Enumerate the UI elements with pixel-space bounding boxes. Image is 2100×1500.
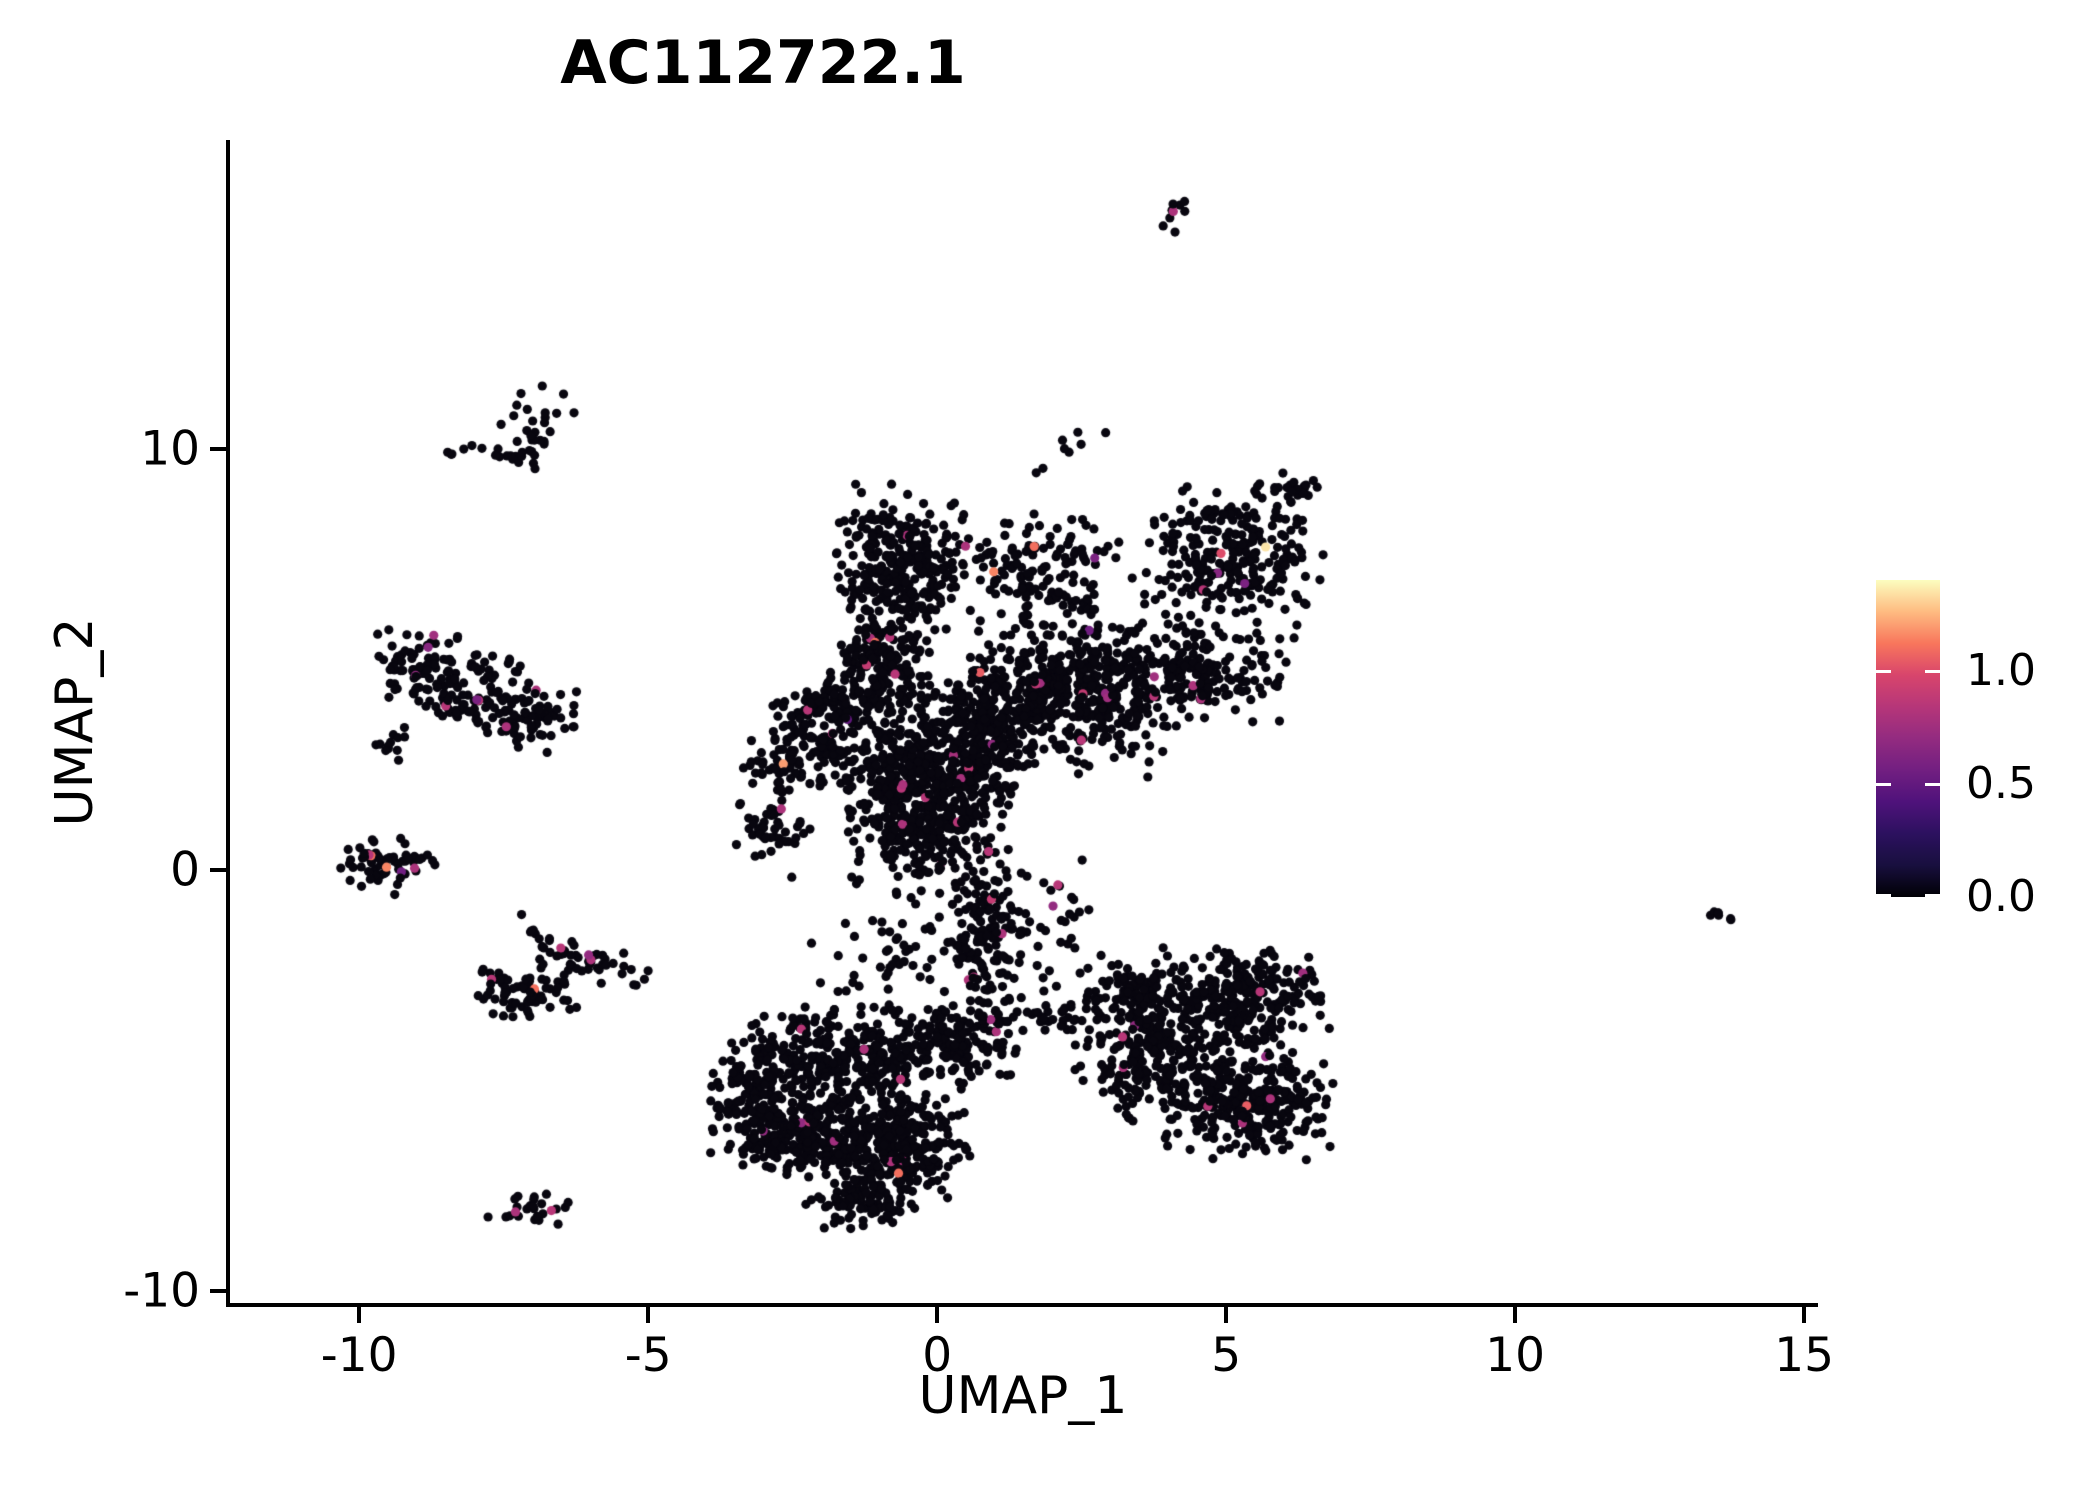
y-tick-label: 10 bbox=[140, 421, 200, 477]
colorbar-tick-label: 1.0 bbox=[1966, 644, 2036, 696]
colorbar-tick-label: 0.0 bbox=[1966, 871, 2036, 922]
colorbar-tick-label: 0.5 bbox=[1966, 757, 2036, 809]
x-axis-title: UMAP_1 bbox=[918, 1366, 1128, 1426]
colorbar-tick-mark bbox=[1876, 782, 1891, 786]
colorbar-tick-mark bbox=[1925, 894, 1940, 897]
x-tick-label: 5 bbox=[1211, 1328, 1242, 1383]
x-tick-label: 10 bbox=[1485, 1328, 1546, 1383]
y-axis-line bbox=[226, 140, 230, 1307]
x-axis-line bbox=[226, 1303, 1818, 1307]
colorbar bbox=[1876, 580, 1940, 897]
x-tick-label: 0 bbox=[922, 1328, 953, 1383]
y-tick-mark bbox=[210, 447, 226, 452]
y-tick-label: 0 bbox=[170, 842, 200, 898]
x-tick-mark bbox=[646, 1307, 651, 1323]
x-tick-label: -5 bbox=[624, 1328, 672, 1383]
y-tick-label: -10 bbox=[123, 1263, 200, 1319]
colorbar-tick-mark bbox=[1925, 669, 1940, 673]
y-tick-mark bbox=[210, 1289, 226, 1294]
colorbar-tick-mark bbox=[1876, 894, 1891, 897]
x-tick-mark bbox=[1802, 1307, 1807, 1323]
x-tick-mark bbox=[1224, 1307, 1229, 1323]
x-tick-mark bbox=[935, 1307, 940, 1323]
x-tick-mark bbox=[357, 1307, 362, 1323]
colorbar-gradient bbox=[1876, 580, 1940, 897]
y-tick-mark bbox=[210, 868, 226, 873]
x-tick-mark bbox=[1513, 1307, 1518, 1323]
x-tick-label: 15 bbox=[1774, 1328, 1835, 1383]
chart-title: AC112722.1 bbox=[560, 28, 966, 98]
colorbar-tick-mark bbox=[1876, 669, 1891, 673]
x-tick-label: -10 bbox=[320, 1328, 398, 1383]
colorbar-tick-mark bbox=[1925, 782, 1940, 786]
